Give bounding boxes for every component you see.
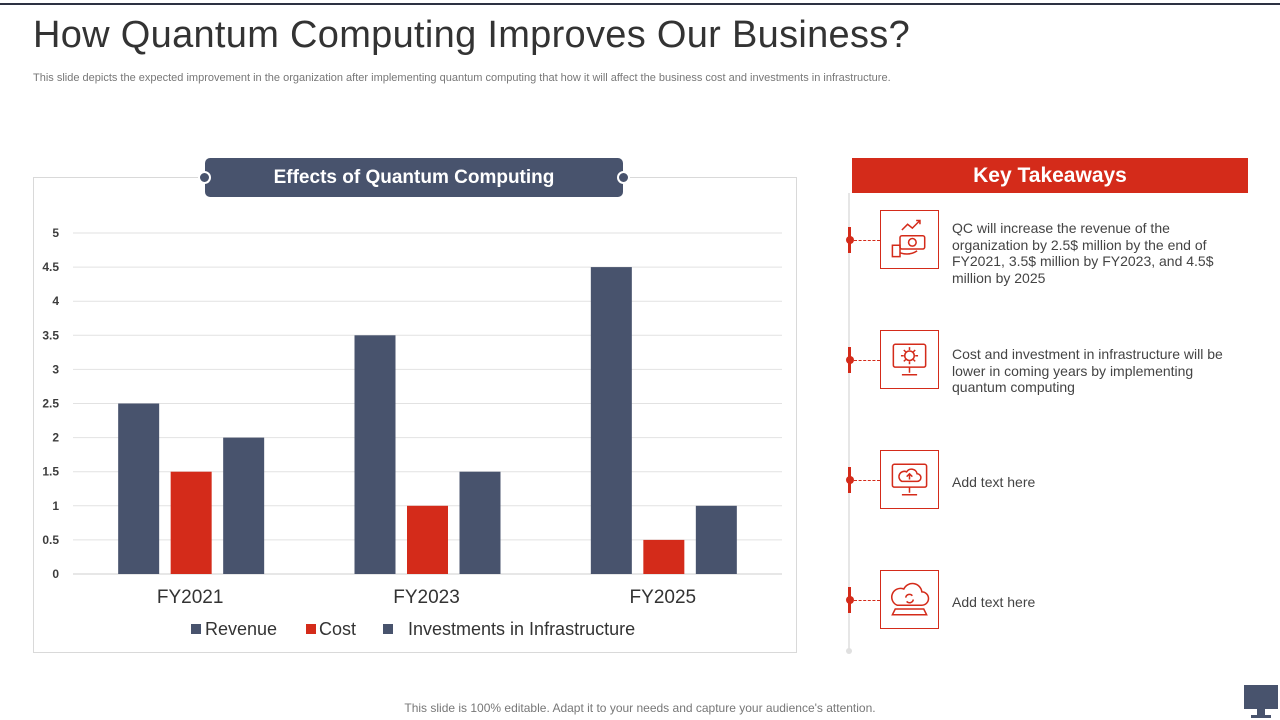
cloud-monitor-icon <box>880 450 939 509</box>
legend-swatch <box>306 624 316 634</box>
y-tick-label: 2.5 <box>42 397 59 411</box>
bar-investments-in-infrastructure <box>223 437 265 574</box>
bar-revenue <box>590 267 632 574</box>
y-tick-label: 4.5 <box>42 260 59 274</box>
takeaways-heading: Key Takeaways <box>852 158 1248 193</box>
y-tick-label: 1.5 <box>42 465 59 479</box>
x-tick-label: FY2025 <box>630 587 697 608</box>
y-tick-label: 4 <box>52 294 59 308</box>
bar-investments-in-infrastructure <box>459 471 501 574</box>
connector-line <box>854 360 880 361</box>
money-growth-icon <box>880 210 939 269</box>
y-tick-label: 0.5 <box>42 533 59 547</box>
top-rule <box>0 3 1280 5</box>
legend-label: Investments in Infrastructure <box>408 619 635 639</box>
page-title: How Quantum Computing Improves Our Busin… <box>33 14 911 56</box>
timeline-dot <box>846 236 854 244</box>
takeaway-text: Add text here <box>952 474 1036 490</box>
y-tick-label: 1 <box>52 499 59 513</box>
x-tick-label: FY2023 <box>393 587 460 608</box>
takeaway-text: Cost and investment in infrastructure wi… <box>952 346 1223 395</box>
y-tick-label: 0 <box>52 567 59 581</box>
timeline-end-dot <box>846 648 852 654</box>
y-tick-label: 3.5 <box>42 328 59 342</box>
bar-cost <box>407 505 448 574</box>
x-tick-label: FY2021 <box>157 587 224 608</box>
y-axis-ticks: 0 0.5 1 1.5 2 2.5 3 3.5 4 4.5 5 <box>42 226 59 581</box>
monitor-gear-icon <box>880 330 939 389</box>
takeaway-text: Add text here <box>952 594 1036 610</box>
footer-note: This slide is 100% editable. Adapt it to… <box>404 701 876 715</box>
chart-legend: Revenue Cost Investments in Infrastructure <box>191 619 635 639</box>
banner-dot-left <box>198 171 211 184</box>
bar-cost <box>643 539 685 574</box>
banner-dot-right <box>617 171 630 184</box>
chart-bars <box>118 267 737 574</box>
bar-revenue <box>118 403 160 574</box>
y-tick-label: 5 <box>52 226 59 240</box>
monitor-icon <box>1244 685 1278 718</box>
timeline-dot <box>846 476 854 484</box>
y-tick-label: 3 <box>52 362 59 376</box>
page-subtitle: This slide depicts the expected improvem… <box>33 72 891 84</box>
bar-cost <box>170 471 212 574</box>
connector-line <box>854 600 880 601</box>
x-axis-ticks: FY2021 FY2023 FY2025 <box>157 587 696 608</box>
timeline-dot <box>846 356 854 364</box>
legend-swatch <box>191 624 201 634</box>
legend-swatch <box>383 624 393 634</box>
chart-title-banner: Effects of Quantum Computing <box>198 158 630 197</box>
legend-label: Revenue <box>205 619 277 639</box>
legend-label: Cost <box>319 619 356 639</box>
takeaway-text: QC will increase the revenue of the orga… <box>952 220 1214 286</box>
chart-title: Effects of Quantum Computing <box>273 167 555 188</box>
takeaways-timeline <box>848 193 850 651</box>
timeline-dot <box>846 596 854 604</box>
bar-investments-in-infrastructure <box>695 505 737 574</box>
bar-revenue <box>354 335 396 574</box>
cloud-laptop-icon <box>880 570 939 629</box>
y-tick-label: 2 <box>52 431 59 445</box>
connector-line <box>854 480 880 481</box>
connector-line <box>854 240 880 241</box>
